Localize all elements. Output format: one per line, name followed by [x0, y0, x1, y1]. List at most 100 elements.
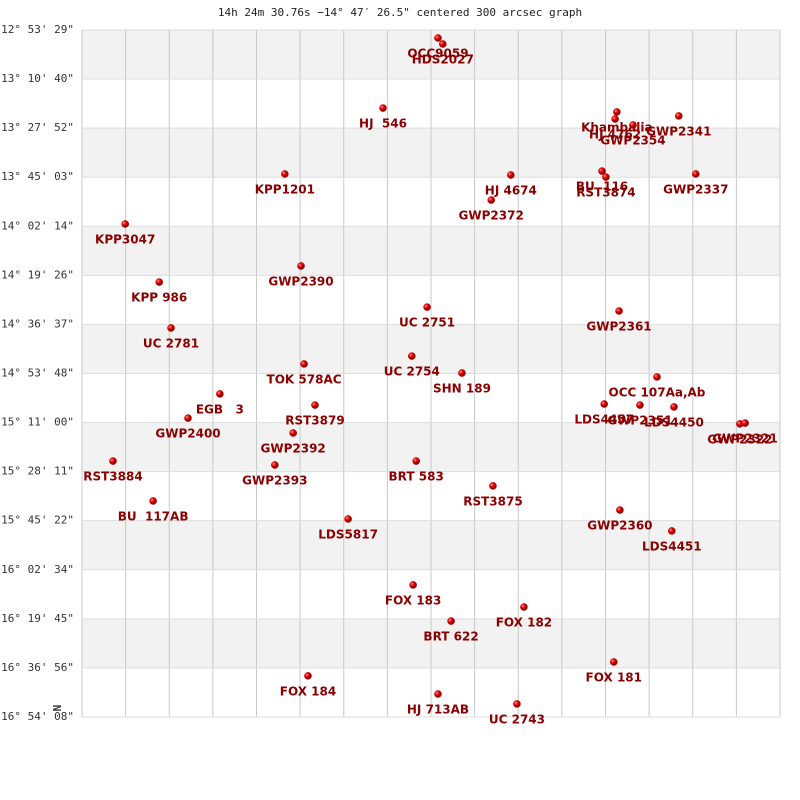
y-tick-label: -13° 10' 40" [0, 72, 74, 85]
y-tick-label: -14° 53' 48" [0, 366, 74, 379]
star-label: LDS5817 [318, 527, 378, 541]
star-label: KPP3047 [95, 233, 155, 247]
y-tick-label: -16° 36' 56" [0, 661, 74, 674]
star-point [297, 262, 305, 270]
star-point [609, 658, 618, 666]
star-label: LDS4450 [644, 415, 704, 429]
star-label: GWP2322 [707, 432, 772, 446]
y-tick-label: -14° 19' 26" [0, 268, 74, 281]
star-label: GWP2341 [646, 124, 711, 138]
star-label: HJ 4762 [589, 128, 641, 142]
star-label: BU 116 [576, 180, 628, 194]
star-label: UC 2754 [384, 365, 440, 379]
star-point [412, 457, 420, 465]
star-point [423, 303, 431, 311]
star-label: RST3874 [576, 186, 635, 200]
star-label: GWP2400 [155, 427, 220, 441]
star-point [692, 170, 700, 178]
star-point [653, 373, 661, 381]
star-label: UC 2781 [143, 336, 199, 350]
star-point [289, 429, 297, 437]
star-label: GWP2360 [587, 519, 652, 533]
y-tick-label: -15° 28' 11" [0, 465, 74, 478]
star-label: UC 2743 [489, 712, 545, 726]
star-point [434, 690, 442, 698]
star-label: FOX 182 [496, 615, 552, 629]
star-label: GWP2337 [663, 182, 728, 196]
star-label: SHN 189 [433, 382, 491, 396]
star-point [155, 278, 164, 286]
star-point [121, 220, 129, 228]
y-tick-label: -16° 02' 34" [0, 563, 74, 576]
star-label: LDS4457 [574, 413, 634, 427]
star-label: BRT 622 [423, 630, 478, 644]
star-point [613, 108, 621, 116]
star-point [149, 497, 157, 505]
star-point [109, 457, 117, 465]
star-point [615, 307, 623, 315]
star-label: GWP2361 [586, 320, 651, 334]
y-tick-label: -14° 02' 14" [0, 219, 74, 232]
star-point [447, 617, 455, 625]
star-label: FOX 181 [586, 670, 642, 684]
star-label: GWP2392 [261, 441, 326, 455]
star-label: HJ 546 [359, 117, 407, 131]
star-label: RST3879 [285, 414, 344, 428]
star-point [458, 369, 466, 377]
star-label: GWP2393 [242, 474, 307, 488]
star-label: BU 117AB [118, 509, 189, 523]
north-label: N [51, 705, 64, 712]
star-point [487, 196, 496, 204]
star-point [600, 400, 608, 408]
star-label: GWP2372 [459, 209, 524, 223]
star-point [167, 324, 175, 332]
star-label: GWP2351 [607, 414, 672, 428]
star-label: BRT 583 [389, 470, 444, 484]
star-point [304, 672, 312, 680]
star-point [507, 171, 515, 179]
star-label: OCC 107Aa,Ab [609, 385, 706, 399]
star-point [489, 482, 497, 490]
star-point [670, 403, 678, 411]
star-label: FOX 184 [280, 684, 336, 698]
star-point [674, 112, 683, 120]
star-label: KPP1201 [255, 182, 315, 196]
star-point [629, 121, 637, 129]
star-point [216, 390, 224, 398]
star-label: RST3875 [463, 494, 522, 508]
star-point [434, 34, 442, 42]
star-label: FOX 183 [385, 593, 441, 607]
star-point [281, 170, 289, 178]
star-point [741, 419, 749, 427]
star-label: HJ 4674 [485, 184, 537, 198]
y-tick-label: -16° 54' 08" [0, 710, 74, 723]
y-tick-label: -16° 19' 45" [0, 612, 74, 625]
star-label: KPP 986 [131, 291, 187, 305]
star-label: LDS4451 [642, 539, 702, 553]
chart-title: 14h 24m 30.76s −14° 47′ 26.5" centered 3… [218, 6, 582, 19]
star-label: GWP2321 [712, 432, 777, 446]
star-label: HDS2027 [412, 52, 474, 66]
y-tick-label: -13° 27' 52" [0, 121, 74, 134]
star-point [616, 506, 624, 514]
star-label: EGB 3 [196, 402, 244, 416]
star-point [409, 581, 417, 589]
star-point [271, 461, 279, 469]
star-point [344, 515, 352, 523]
y-tick-label: -14° 36' 37" [0, 317, 74, 330]
star-label: RST3884 [83, 470, 142, 484]
star-label: HJ 713AB [407, 703, 469, 717]
y-tick-label: -15° 45' 22" [0, 514, 74, 527]
star-point [513, 700, 521, 708]
star-point [300, 360, 308, 368]
star-label: GWP2354 [600, 133, 665, 147]
star-point [408, 352, 416, 360]
star-label: OCC9059 [407, 46, 468, 60]
star-point [438, 40, 447, 48]
star-point [379, 104, 387, 112]
star-label: UC 2751 [399, 316, 455, 330]
star-label: GWP2390 [268, 274, 333, 288]
star-point [184, 414, 192, 422]
star-point [520, 603, 528, 611]
